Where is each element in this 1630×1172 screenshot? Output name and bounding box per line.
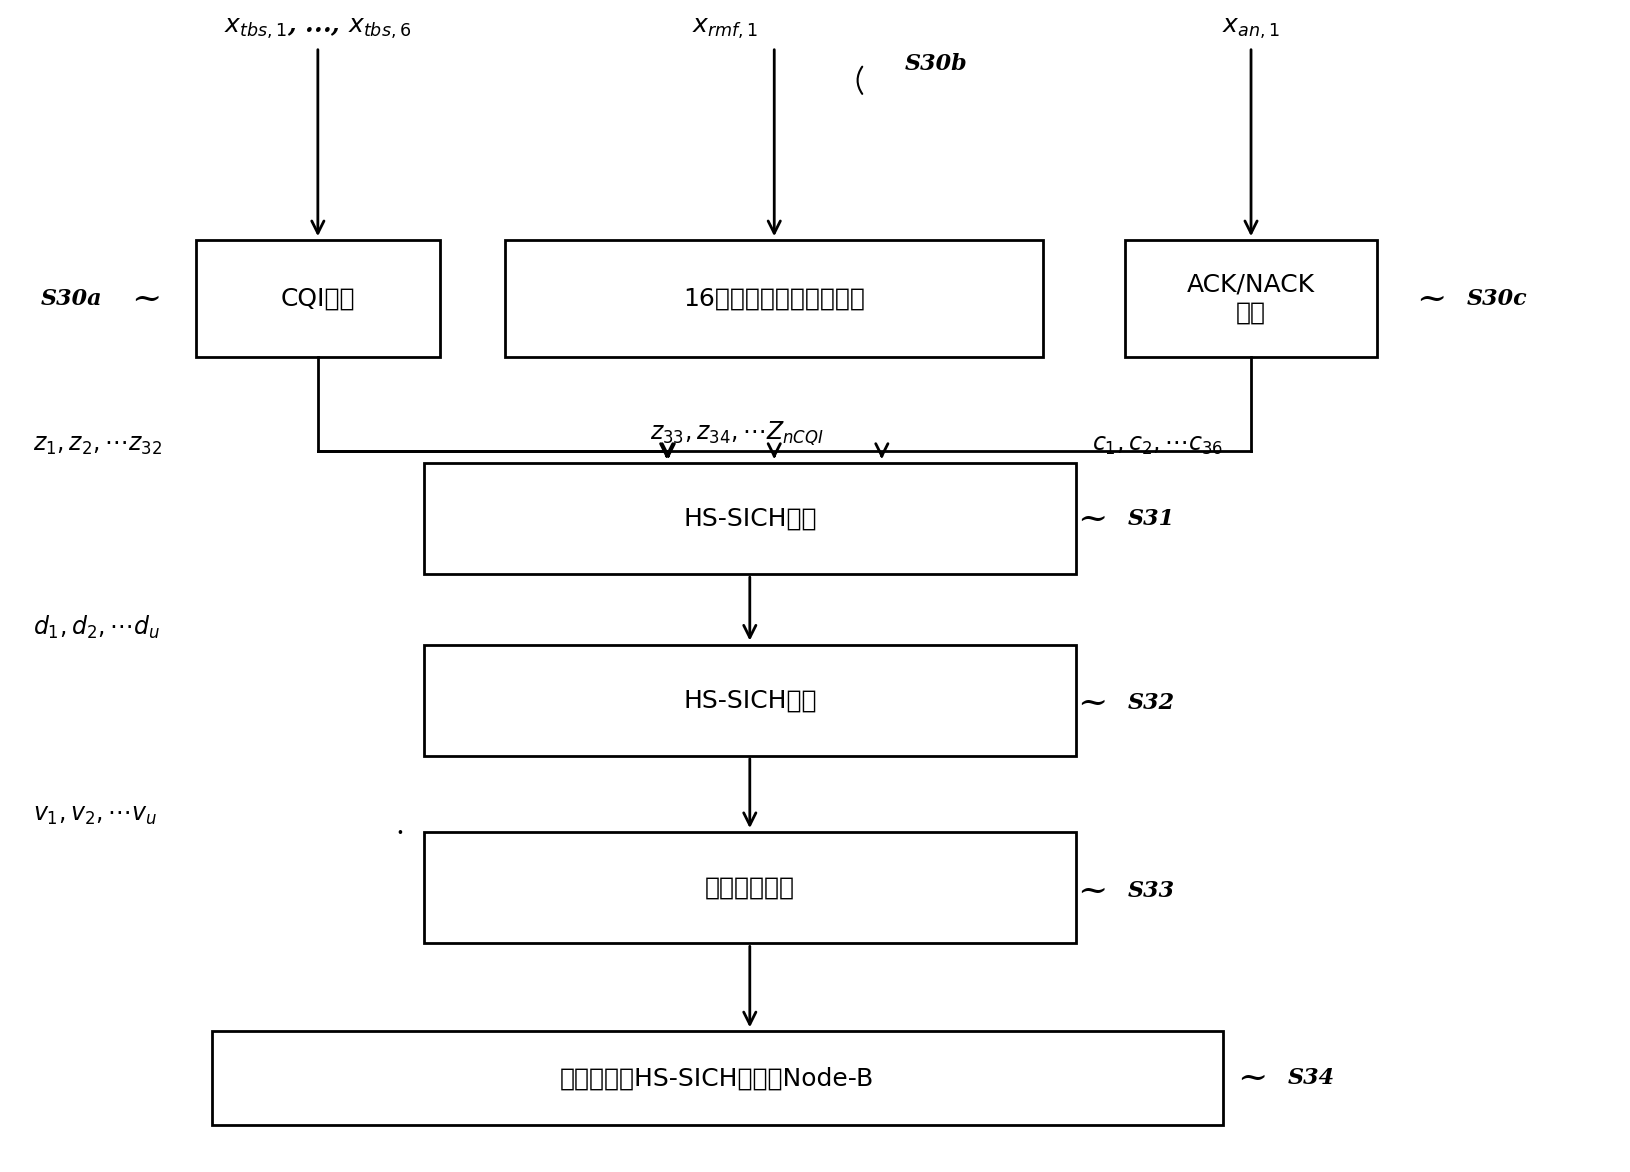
FancyBboxPatch shape <box>1125 240 1377 357</box>
Text: 16位哈达码或正交码序列: 16位哈达码或正交码序列 <box>683 287 866 311</box>
FancyBboxPatch shape <box>424 832 1076 943</box>
Text: ACK/NACK
编码: ACK/NACK 编码 <box>1187 273 1315 325</box>
Text: S32: S32 <box>1128 693 1175 714</box>
Text: ~: ~ <box>132 281 161 316</box>
Text: ~: ~ <box>1077 873 1107 908</box>
Text: HS-SICH交织: HS-SICH交织 <box>683 688 817 713</box>
Text: $d_1, d_2, \cdots d_u$: $d_1, d_2, \cdots d_u$ <box>33 613 160 641</box>
Text: S31: S31 <box>1128 509 1175 530</box>
Text: $x_{an,1}$: $x_{an,1}$ <box>1222 18 1280 41</box>
Text: 通过相应的HS-SICH报告给Node-B: 通过相应的HS-SICH报告给Node-B <box>561 1067 874 1090</box>
Text: ~: ~ <box>1077 502 1107 537</box>
FancyBboxPatch shape <box>424 645 1076 756</box>
Text: 物理信道映射: 物理信道映射 <box>704 875 795 900</box>
FancyBboxPatch shape <box>424 463 1076 574</box>
Text: S30a: S30a <box>41 288 103 309</box>
Text: S30b: S30b <box>905 54 967 75</box>
FancyBboxPatch shape <box>196 240 440 357</box>
Text: .: . <box>394 812 404 840</box>
Text: S30c: S30c <box>1467 288 1527 309</box>
Text: $z_{33}, z_{34}, \cdots Z_{nCQI}$: $z_{33}, z_{34}, \cdots Z_{nCQI}$ <box>650 420 825 448</box>
Text: CQI编码: CQI编码 <box>280 287 355 311</box>
Text: ~: ~ <box>1416 281 1446 316</box>
Text: $x_{tbs,1}$, ..., $x_{tbs,6}$: $x_{tbs,1}$, ..., $x_{tbs,6}$ <box>225 18 411 41</box>
Text: S34: S34 <box>1288 1068 1335 1089</box>
Text: S33: S33 <box>1128 880 1175 901</box>
Text: ~: ~ <box>1077 686 1107 721</box>
Text: $x_{rmf,1}$: $x_{rmf,1}$ <box>693 18 758 41</box>
Text: HS-SICH复用: HS-SICH复用 <box>683 506 817 531</box>
FancyBboxPatch shape <box>212 1031 1222 1125</box>
Text: ~: ~ <box>1237 1061 1267 1096</box>
Text: $z_1, z_2, \cdots z_{32}$: $z_1, z_2, \cdots z_{32}$ <box>33 434 161 457</box>
Text: $v_1, v_2, \cdots v_u$: $v_1, v_2, \cdots v_u$ <box>33 803 156 826</box>
FancyBboxPatch shape <box>505 240 1043 357</box>
Text: $c_1, c_2, \cdots c_{36}$: $c_1, c_2, \cdots c_{36}$ <box>1092 434 1222 457</box>
